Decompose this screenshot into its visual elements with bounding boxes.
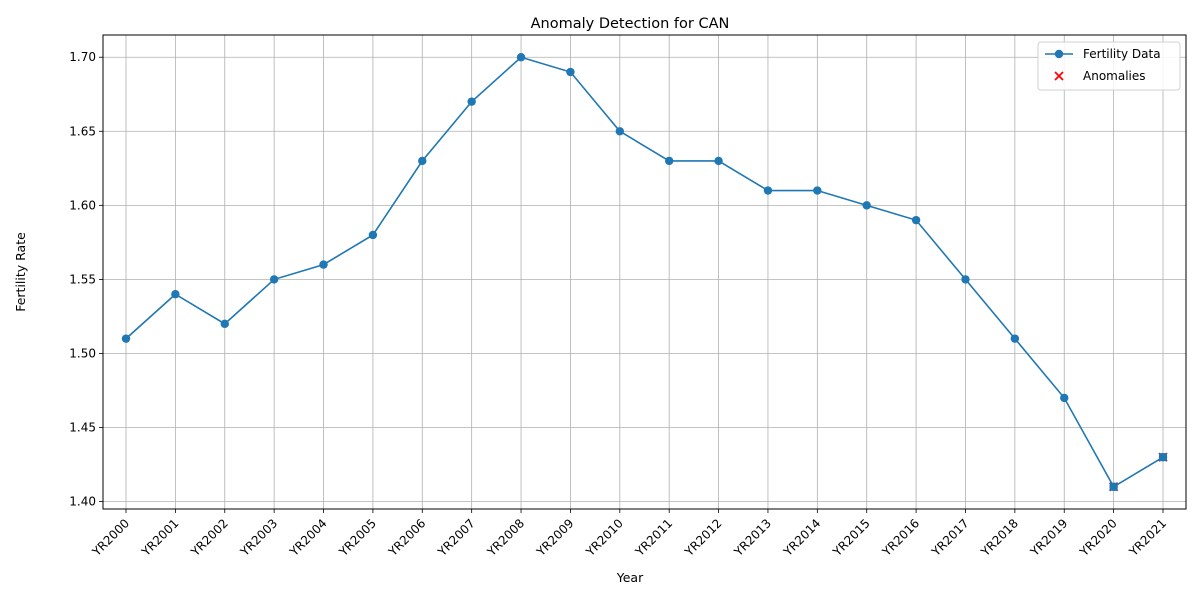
data-point — [121, 334, 131, 343]
data-point — [171, 290, 180, 299]
y-tick-label: 1.50 — [69, 346, 96, 360]
legend: Fertility Data Anomalies — [1037, 41, 1181, 91]
plot-frame — [102, 34, 1187, 510]
chart-title: Anomaly Detection for CAN — [531, 16, 730, 32]
data-point — [516, 53, 526, 62]
data-point — [1010, 334, 1020, 343]
legend-box — [1037, 41, 1181, 91]
data-point — [813, 186, 822, 195]
y-axis-ticks: 1.40 1.45 1.50 1.55 1.60 1.65 1.70 — [69, 50, 103, 509]
anomaly-points — [1108, 452, 1168, 492]
data-point — [911, 215, 921, 225]
y-tick-label: 1.55 — [69, 272, 96, 286]
data-point — [961, 275, 970, 284]
data-point — [566, 67, 575, 77]
anomaly-overlap-marker — [1109, 482, 1118, 491]
legend-circle-marker-icon — [1054, 49, 1064, 59]
y-tick-label: 1.65 — [69, 124, 96, 138]
y-tick-label: 1.60 — [69, 198, 96, 212]
anomaly-overlap-marker — [1159, 453, 1167, 462]
legend-x-marker-icon — [1054, 71, 1064, 81]
grid — [103, 35, 1186, 509]
data-point — [664, 156, 674, 166]
legend-label-anomalies: Anomalies — [1083, 69, 1146, 83]
y-tick-label: 1.40 — [69, 495, 96, 509]
legend-label-fertility-data: Fertility Data — [1083, 47, 1161, 61]
data-point — [467, 97, 476, 106]
y-axis-label: Fertility Rate — [13, 232, 28, 312]
data-point — [269, 275, 279, 284]
data-point — [319, 260, 328, 269]
data-point — [220, 319, 229, 329]
data-point — [615, 127, 625, 136]
data-point — [1060, 393, 1069, 403]
data-point — [862, 201, 871, 210]
x-axis-label: Year — [616, 570, 644, 585]
y-tick-label: 1.45 — [69, 421, 96, 435]
data-point — [763, 186, 773, 195]
data-point — [368, 230, 378, 240]
data-point — [714, 156, 723, 166]
series-line-fertility-data — [125, 56, 1164, 488]
data-point — [418, 156, 427, 166]
y-tick-label: 1.70 — [69, 50, 96, 64]
